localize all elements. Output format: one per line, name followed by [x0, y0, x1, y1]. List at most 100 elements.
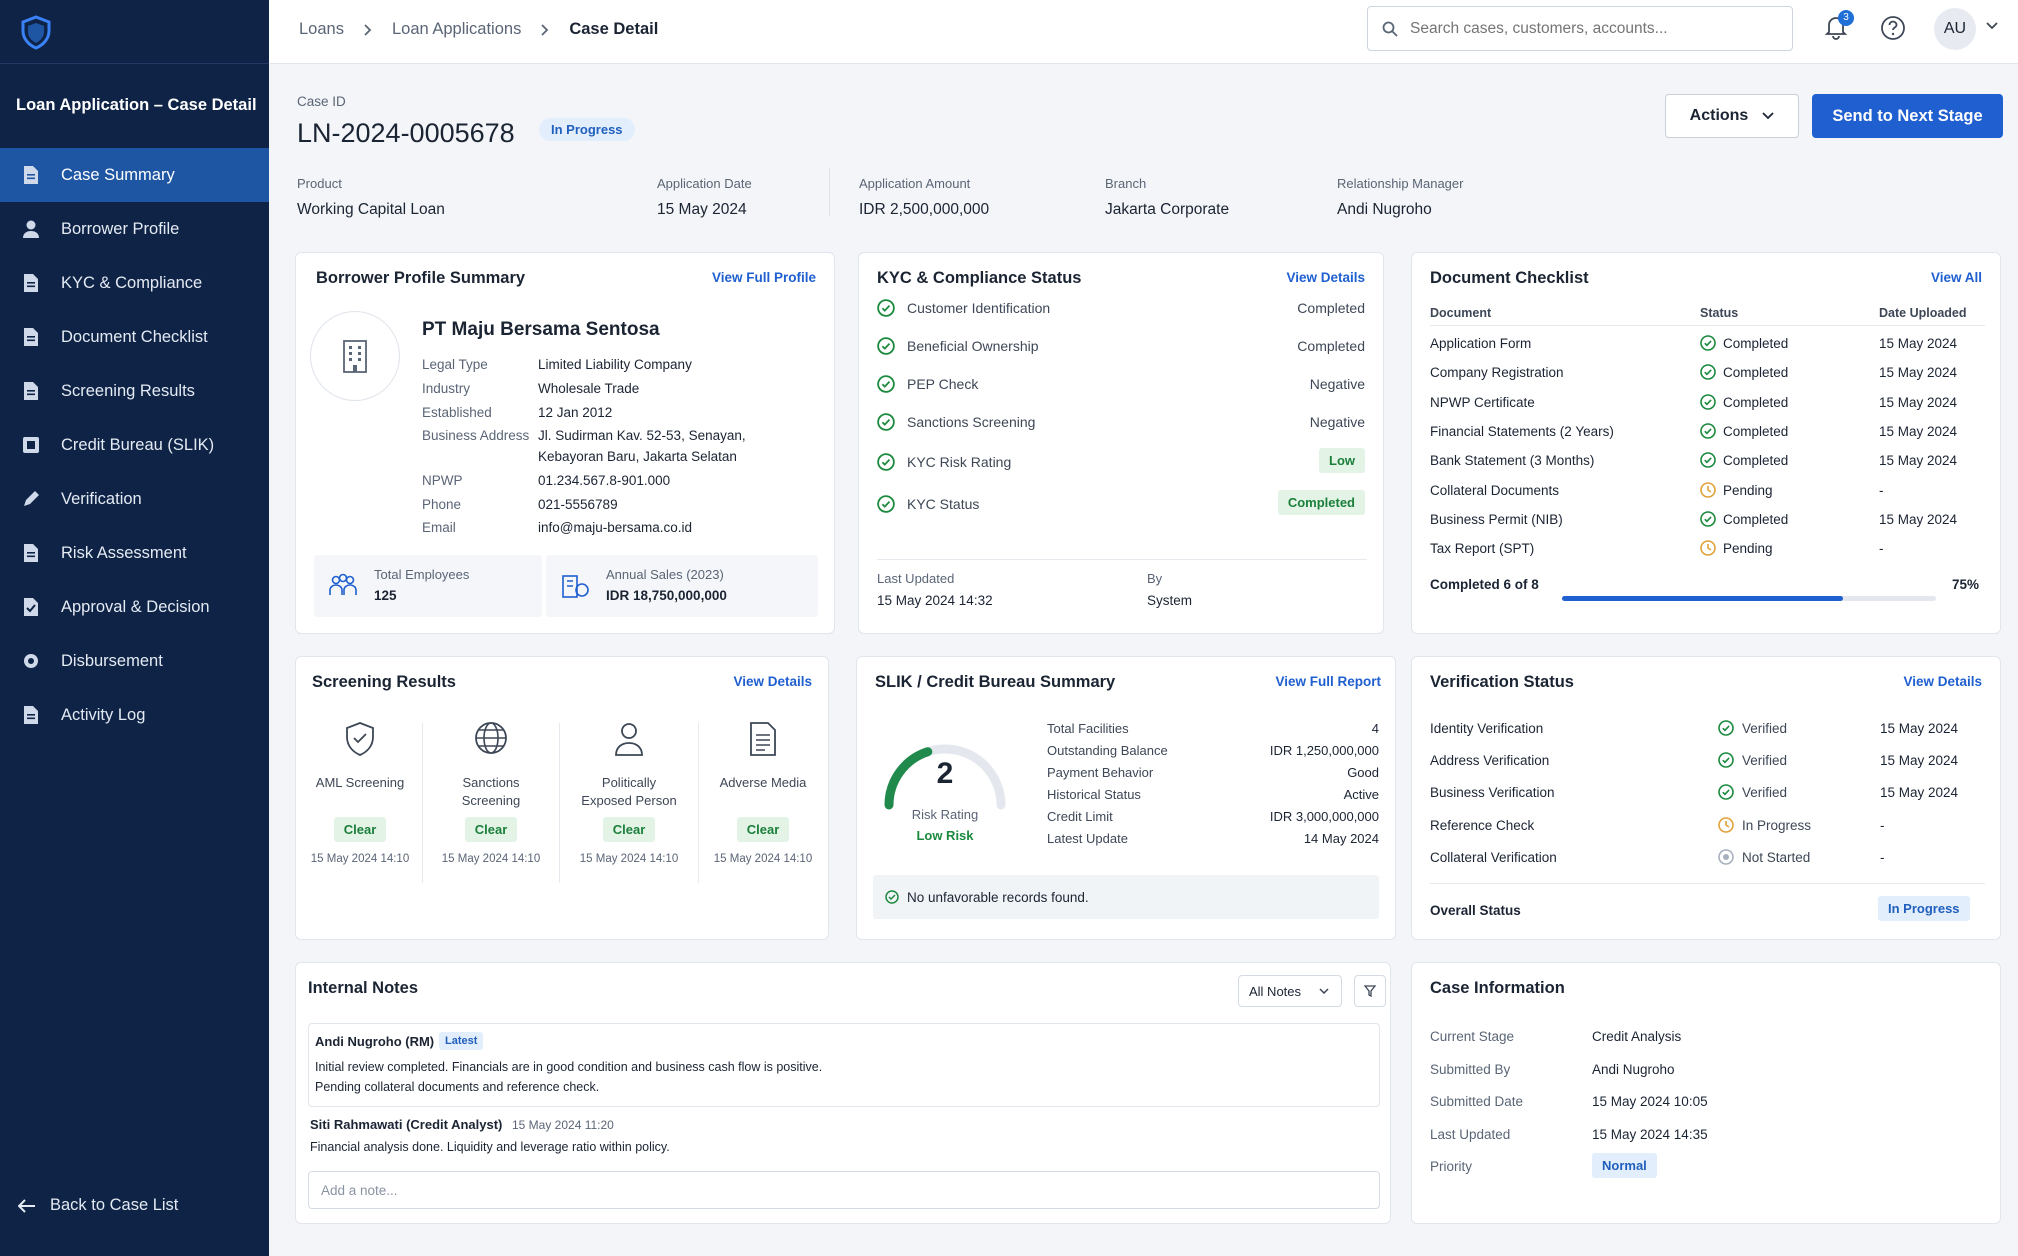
page-title: LN-2024-0005678 — [297, 118, 515, 148]
send-to-next-stage-button[interactable]: Send to Next Stage — [1812, 94, 2003, 138]
clear-badge: Clear — [333, 817, 387, 842]
verification-label: Collateral Verification — [1430, 849, 1557, 865]
verification-label: Reference Check — [1430, 817, 1535, 833]
screening-label: Screening — [461, 793, 521, 808]
doc-date: 15 May 2024 — [1879, 511, 1958, 527]
document-icon — [20, 164, 42, 186]
check-circle-icon — [877, 375, 895, 398]
slik-label: Outstanding Balance — [1047, 743, 1168, 758]
filter-button[interactable] — [1354, 975, 1386, 1007]
sidebar-item-borrower-profile[interactable]: Borrower Profile — [0, 202, 269, 256]
field-value: info@maju-bersama.co.id — [538, 520, 693, 535]
field-label: Industry — [422, 381, 471, 396]
actions-button[interactable]: Actions — [1665, 94, 1799, 138]
meta-label: Branch — [1105, 176, 1147, 191]
doc-date: 15 May 2024 — [1879, 423, 1958, 439]
risk-rating-label: Risk Rating — [911, 807, 979, 822]
sidebar-item-label: Case Summary — [61, 165, 175, 184]
company-avatar — [310, 311, 400, 401]
slik-label: Total Facilities — [1047, 721, 1129, 736]
note-author: Siti Rahmawati (Credit Analyst) — [310, 1117, 503, 1132]
chevron-down-icon — [1762, 112, 1774, 120]
breadcrumb-loan-applications[interactable]: Loan Applications — [391, 20, 522, 38]
doc-name: Application Form — [1430, 336, 1532, 351]
back-to-case-list-link[interactable]: Back to Case List — [18, 1196, 178, 1215]
doc-status: Completed — [1723, 336, 1789, 351]
kyc-item-value: Negative — [1309, 414, 1365, 430]
note-entry-latest: Andi Nugroho (RM) Latest Initial review … — [308, 1023, 1380, 1107]
sidebar-item-verification[interactable]: Verification — [0, 472, 269, 526]
meta-relationship-manager: Relationship Manager Andi Nugroho — [1337, 176, 1463, 219]
slik-value: Active — [1343, 787, 1379, 802]
shield-check-icon — [304, 721, 416, 757]
view-details-link[interactable]: View Details — [733, 674, 812, 689]
view-full-report-link[interactable]: View Full Report — [1275, 674, 1381, 689]
verification-status: Not Started — [1742, 849, 1811, 865]
field-label: Phone — [422, 497, 462, 512]
chevron-down-icon[interactable] — [1986, 22, 1998, 30]
sidebar-item-screening-results[interactable]: Screening Results — [0, 364, 269, 418]
field-label: Legal Type — [422, 357, 488, 372]
view-details-link[interactable]: View Details — [1903, 674, 1982, 689]
avatar[interactable]: AU — [1934, 8, 1976, 50]
doc-date: 15 May 2024 — [1879, 336, 1958, 351]
kyc-status-badge: Completed — [1277, 490, 1365, 515]
sidebar-item-kyc-compliance[interactable]: KYC & Compliance — [0, 256, 269, 310]
slik-note-text: No unfavorable records found. — [907, 889, 1089, 905]
add-note-input[interactable] — [308, 1171, 1380, 1209]
case-info-value: 15 May 2024 14:35 — [1592, 1126, 1708, 1142]
card-title: Internal Notes — [308, 979, 419, 997]
doc-status: Pending — [1723, 482, 1773, 498]
sidebar-item-approval-decision[interactable]: Approval & Decision — [0, 580, 269, 634]
screening-divider — [422, 723, 423, 883]
doc-date: - — [1879, 482, 1884, 498]
updated-by-label: By — [1147, 571, 1163, 586]
view-full-profile-link[interactable]: View Full Profile — [711, 270, 816, 285]
doc-name: Business Permit (NIB) — [1430, 511, 1563, 527]
verification-date: 15 May 2024 — [1880, 753, 1959, 769]
chevron-down-icon — [1319, 988, 1329, 994]
sidebar-item-document-checklist[interactable]: Document Checklist — [0, 310, 269, 364]
clock-icon — [1700, 540, 1716, 561]
document-icon — [20, 542, 42, 564]
sidebar-item-disbursement[interactable]: Disbursement — [0, 634, 269, 688]
document-icon — [20, 272, 42, 294]
sidebar-item-label: Approval & Decision — [61, 597, 210, 616]
topbar: Loans Loan Applications Case Detail 3 AU — [269, 0, 2018, 64]
search-input[interactable] — [1410, 19, 1770, 38]
view-details-link[interactable]: View Details — [1286, 270, 1365, 285]
sidebar-item-risk-assessment[interactable]: Risk Assessment — [0, 526, 269, 580]
kyc-item-label: KYC Risk Rating — [907, 454, 1012, 470]
sidebar-item-activity-log[interactable]: Activity Log — [0, 688, 269, 742]
sidebar-item-credit-bureau[interactable]: Credit Bureau (SLIK) — [0, 418, 269, 472]
doc-name: Company Registration — [1430, 365, 1564, 381]
verification-status: Verified — [1742, 785, 1788, 801]
view-all-link[interactable]: View All — [1930, 270, 1982, 285]
kyc-item-value: Negative — [1309, 376, 1365, 392]
sidebar-item-label: Activity Log — [61, 705, 146, 724]
field-value: Wholesale Trade — [538, 381, 640, 396]
screening-label: Adverse Media — [719, 775, 807, 790]
annual-sales-stat: Annual Sales (2023) IDR 18,750,000,000 — [546, 555, 818, 617]
card-title: Borrower Profile Summary — [316, 269, 526, 287]
field-value: 01.234.567.8-901.000 — [538, 473, 671, 488]
screening-label: Politically — [601, 775, 657, 790]
sidebar-title: Loan Application – Case Detail — [16, 96, 257, 114]
slik-value: IDR 3,000,000,000 — [1269, 809, 1379, 824]
breadcrumb-loans[interactable]: Loans — [299, 20, 344, 38]
note-text: Financial analysis done. Liquidity and l… — [310, 1140, 670, 1154]
clock-icon — [1718, 816, 1734, 838]
help-icon[interactable] — [1880, 15, 1906, 41]
note-author: Andi Nugroho (RM) — [315, 1034, 435, 1049]
risk-rating-value: Low Risk — [916, 828, 974, 843]
search-icon — [1382, 21, 1398, 37]
card-title: Verification Status — [1430, 673, 1574, 691]
overall-status-label: Overall Status — [1430, 903, 1521, 918]
doc-name: NPWP Certificate — [1430, 394, 1535, 410]
notes-filter-select[interactable]: All Notes — [1238, 975, 1342, 1007]
field-label: NPWP — [422, 473, 463, 488]
slik-value: 4 — [1371, 721, 1379, 736]
meta-label: Application Date — [657, 176, 752, 191]
verification-label: Address Verification — [1430, 753, 1550, 769]
sidebar-item-case-summary[interactable]: Case Summary — [0, 148, 269, 202]
